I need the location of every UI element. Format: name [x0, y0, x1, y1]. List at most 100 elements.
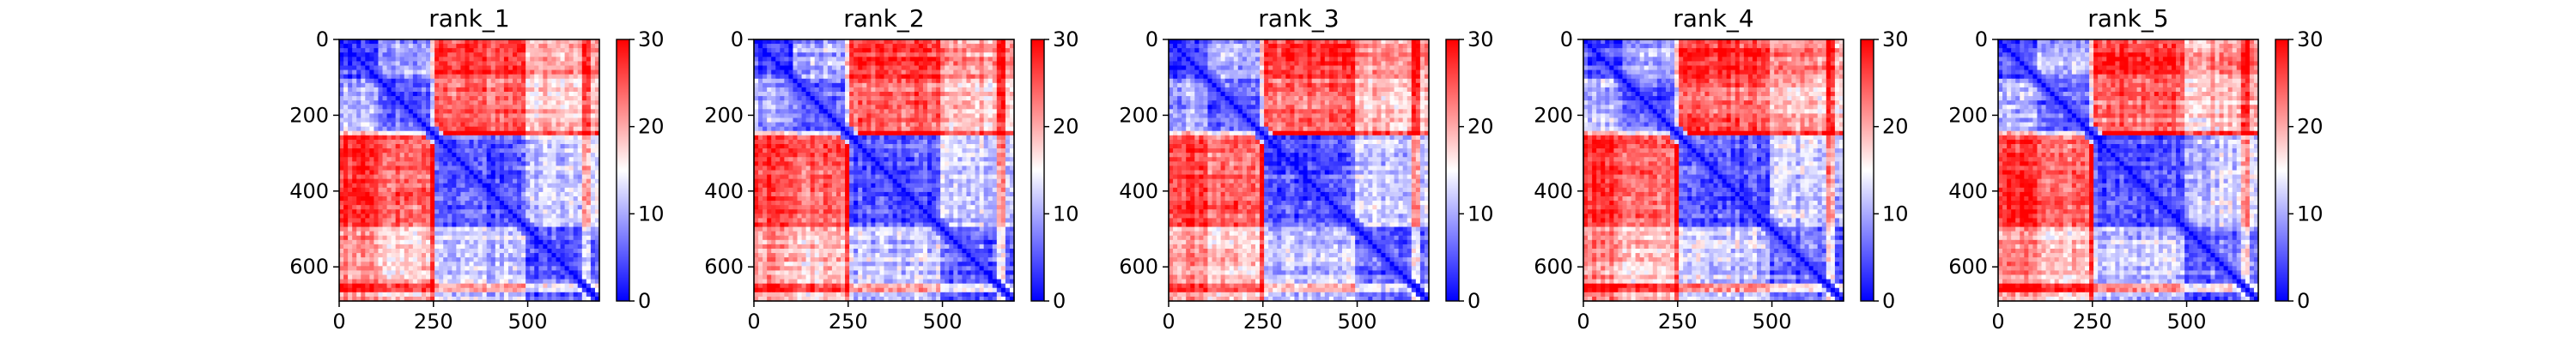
heatmap-cell: [996, 92, 1002, 97]
heatmap-cell: [339, 165, 344, 172]
heatmap-cell: [841, 135, 846, 141]
heatmap-cell: [447, 226, 453, 232]
heatmap-cell: [940, 82, 945, 88]
heatmap-cell: [827, 78, 833, 84]
heatmap-cell: [490, 130, 496, 136]
heatmap-cell: [391, 157, 397, 162]
heatmap-cell: [447, 96, 453, 101]
heatmap-cell: [416, 87, 422, 93]
heatmap-cell: [460, 144, 466, 149]
heatmap-cell: [365, 48, 370, 53]
heatmap-cell: [408, 244, 414, 250]
heatmap-cell: [361, 100, 366, 105]
heatmap-cell: [386, 157, 392, 162]
heatmap-cell: [452, 249, 457, 254]
heatmap-cell: [352, 157, 357, 162]
heatmap-cell: [771, 109, 776, 115]
heatmap-cell: [862, 69, 867, 75]
heatmap-cell: [495, 292, 501, 298]
heatmap-cell: [386, 105, 392, 110]
heatmap-cell: [949, 78, 954, 84]
heatmap-cell: [530, 178, 535, 184]
heatmap-cell: [534, 287, 539, 293]
heatmap-cell: [538, 139, 544, 145]
heatmap-cell: [443, 153, 448, 158]
heatmap-cell: [369, 249, 374, 254]
heatmap-cell: [530, 249, 535, 254]
heatmap-cell: [507, 126, 513, 132]
heatmap-cell: [412, 201, 418, 206]
heatmap-cell: [543, 178, 548, 184]
heatmap-cell: [412, 218, 418, 224]
heatmap-cell: [365, 144, 370, 149]
heatmap-cell: [382, 57, 388, 63]
heatmap-cell: [586, 279, 592, 285]
heatmap-cell: [495, 92, 501, 97]
heatmap-cell: [430, 39, 435, 45]
heatmap-cell: [538, 274, 544, 280]
heatmap-cell: [854, 52, 859, 57]
heatmap-cell: [979, 78, 985, 84]
heatmap-cell: [534, 39, 539, 45]
heatmap-cell: [456, 57, 461, 63]
heatmap-cell: [797, 78, 803, 84]
heatmap-cell: [473, 78, 479, 84]
heatmap-cell: [434, 96, 440, 101]
heatmap-cell: [577, 130, 583, 136]
heatmap-cell: [577, 161, 583, 167]
heatmap-cell: [513, 105, 518, 110]
heatmap-cell: [922, 113, 928, 119]
heatmap-cell: [573, 257, 579, 262]
heatmap-cell: [590, 117, 596, 123]
heatmap-cell: [339, 117, 344, 123]
heatmap-cell: [1000, 61, 1006, 67]
heatmap-cell: [996, 82, 1002, 88]
heatmap-cell: [430, 239, 435, 245]
heatmap-cell: [447, 205, 453, 210]
heatmap-cell: [447, 270, 453, 276]
heatmap-cell: [507, 235, 513, 241]
heatmap-cell: [862, 39, 867, 45]
heatmap-cell: [577, 69, 583, 75]
heatmap-cell: [775, 130, 781, 136]
heatmap-cell: [443, 249, 448, 254]
heatmap-cell: [530, 191, 535, 197]
heatmap-cell: [447, 191, 453, 197]
heatmap-cell: [404, 48, 410, 53]
heatmap-cell: [447, 65, 453, 71]
heatmap-cell: [594, 292, 600, 298]
heatmap-cell: [499, 48, 505, 53]
heatmap-cell: [456, 283, 461, 289]
heatmap-cell: [862, 122, 867, 128]
heatmap-cell: [556, 218, 562, 224]
heatmap-cell: [594, 69, 600, 75]
heatmap-cell: [434, 82, 440, 88]
heatmap-cell: [473, 139, 479, 145]
heatmap-cell: [408, 100, 414, 105]
heatmap-cell: [452, 292, 457, 298]
heatmap-cell: [434, 130, 440, 136]
heatmap-cell: [983, 122, 989, 128]
heatmap-cell: [443, 157, 448, 162]
heatmap-cell: [556, 65, 562, 71]
heatmap-cell: [957, 61, 963, 67]
heatmap-cell: [547, 209, 553, 214]
heatmap-cell: [526, 279, 531, 285]
heatmap-cell: [823, 105, 829, 110]
heatmap-cell: [482, 296, 488, 302]
heatmap-cell: [543, 165, 548, 172]
heatmap-cell: [473, 178, 479, 184]
heatmap-cell: [805, 117, 811, 123]
heatmap-cell: [534, 270, 539, 276]
heatmap-cell: [469, 157, 475, 162]
heatmap-cell: [416, 52, 422, 57]
heatmap-cell: [369, 174, 374, 180]
heatmap-cell: [788, 44, 794, 49]
heatmap-cell: [477, 218, 483, 224]
heatmap-cell: [996, 69, 1002, 75]
heatmap-cell: [495, 201, 501, 206]
heatmap-cell: [879, 74, 885, 80]
heatmap-cell: [797, 135, 803, 141]
heatmap-cell: [970, 61, 976, 67]
heatmap-cell: [866, 87, 872, 93]
